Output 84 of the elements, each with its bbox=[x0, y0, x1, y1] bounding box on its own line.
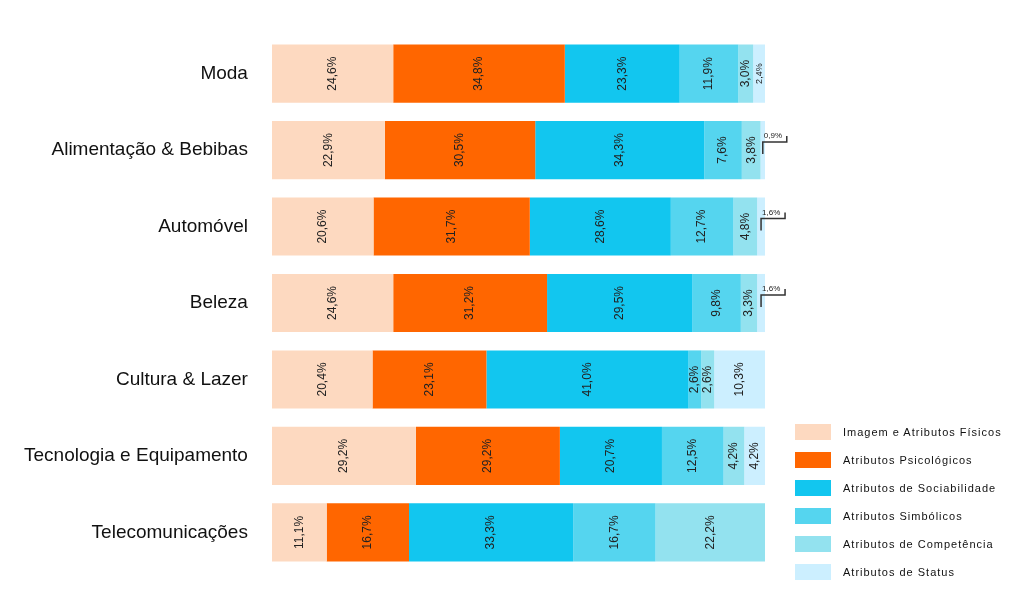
data-label: 1,6% bbox=[762, 284, 781, 294]
data-label: 4,8% bbox=[737, 212, 752, 241]
bar bbox=[714, 350, 765, 409]
data-label: 1,6% bbox=[762, 207, 781, 217]
bar bbox=[373, 197, 530, 256]
data-label: 16,7% bbox=[606, 515, 621, 550]
bar bbox=[573, 503, 656, 562]
y-tick-label: Cultura & Lazer bbox=[115, 367, 249, 389]
data-label: 11,1% bbox=[291, 515, 306, 549]
data-label: 24,6% bbox=[324, 56, 339, 91]
bar bbox=[692, 273, 741, 333]
bar bbox=[529, 197, 671, 256]
data-label: 3,0% bbox=[738, 59, 753, 88]
data-label: 0,9% bbox=[763, 131, 783, 141]
legend-label: Atributos Simbólicos bbox=[843, 510, 963, 522]
bar bbox=[733, 197, 758, 256]
bar bbox=[271, 197, 374, 256]
data-label: 20,4% bbox=[314, 362, 329, 397]
data-label: 20,6% bbox=[315, 209, 330, 244]
bar bbox=[271, 350, 373, 409]
y-tick-label: Alimentação & Bebibas bbox=[51, 138, 248, 160]
legend-label: Atributos de Status bbox=[843, 566, 955, 578]
bar bbox=[384, 121, 536, 180]
bar bbox=[415, 426, 560, 485]
bar bbox=[547, 273, 693, 333]
data-label: 22,9% bbox=[320, 132, 335, 168]
data-label: 4,2% bbox=[746, 441, 761, 470]
data-label: 29,2% bbox=[480, 438, 495, 473]
data-label: 12,5% bbox=[685, 438, 700, 473]
data-label: 23,3% bbox=[614, 56, 629, 91]
bar bbox=[486, 350, 689, 409]
bar bbox=[271, 273, 394, 333]
bar bbox=[271, 503, 327, 562]
bar bbox=[564, 44, 680, 103]
data-label: 41,0% bbox=[579, 362, 594, 397]
data-label: 12,7% bbox=[694, 209, 709, 244]
data-label: 4,2% bbox=[726, 441, 741, 470]
data-label: 20,7% bbox=[603, 438, 618, 473]
data-label: 34,8% bbox=[471, 56, 486, 91]
data-label: 30,5% bbox=[452, 132, 467, 168]
data-label: 7,6% bbox=[715, 136, 730, 164]
bar bbox=[271, 426, 416, 485]
data-label: 23,1% bbox=[421, 362, 436, 397]
legend-label: Imagem e Atributos Físicos bbox=[843, 426, 1002, 438]
data-label: 10,3% bbox=[731, 362, 746, 397]
bar bbox=[535, 121, 705, 180]
y-tick-label: Telecomunicações bbox=[91, 520, 248, 542]
legend-label: Atributos de Sociabilidade bbox=[843, 482, 997, 494]
bar bbox=[661, 426, 724, 485]
y-tick-label: Automóvel bbox=[158, 214, 248, 236]
bar bbox=[326, 503, 410, 562]
bar bbox=[393, 273, 548, 333]
data-label: 34,3% bbox=[612, 132, 627, 168]
data-label: 33,3% bbox=[483, 515, 498, 550]
data-label: 29,2% bbox=[336, 438, 351, 473]
y-tick-label: Beleza bbox=[189, 291, 249, 313]
bar bbox=[393, 44, 565, 103]
y-tick-label: Tecnologia e Equipamento bbox=[24, 444, 248, 466]
bar bbox=[271, 121, 385, 180]
data-label: 29,5% bbox=[612, 285, 627, 321]
data-label: 22,2% bbox=[702, 515, 717, 550]
bar bbox=[655, 503, 765, 562]
data-label: 2,6% bbox=[700, 365, 715, 394]
data-label: 11,9% bbox=[701, 56, 716, 91]
y-tick-label: Moda bbox=[200, 61, 249, 83]
data-label: 24,6% bbox=[324, 285, 339, 321]
bar bbox=[670, 197, 734, 256]
data-label: 2,4% bbox=[753, 63, 764, 84]
bar bbox=[372, 350, 487, 409]
bar bbox=[679, 44, 739, 103]
data-label: 16,7% bbox=[360, 515, 375, 550]
data-label: 31,7% bbox=[443, 209, 458, 244]
data-label: 31,2% bbox=[462, 285, 477, 321]
legend-label: Atributos Psicológicos bbox=[843, 454, 973, 466]
legend-label: Atributos de Competência bbox=[843, 538, 994, 550]
data-label: 9,8% bbox=[708, 289, 723, 317]
data-label: 3,8% bbox=[743, 136, 758, 164]
bar bbox=[409, 503, 574, 562]
bar bbox=[559, 426, 662, 485]
bar bbox=[271, 44, 394, 103]
bar bbox=[704, 121, 742, 180]
data-label: 28,6% bbox=[592, 209, 607, 244]
data-label: 2,6% bbox=[687, 365, 702, 394]
data-label: 3,3% bbox=[741, 289, 756, 317]
